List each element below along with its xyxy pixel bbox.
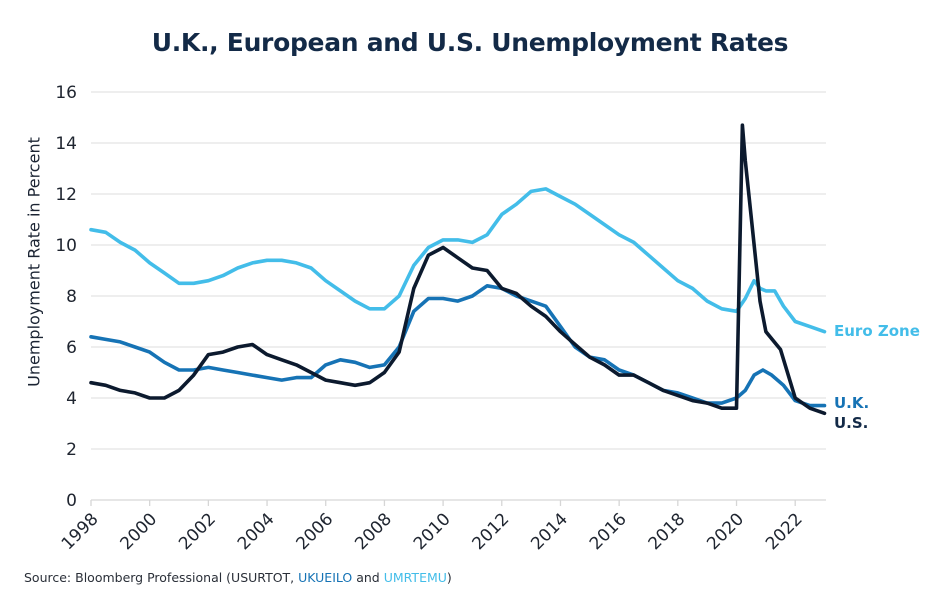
x-tick-label: 2014	[527, 509, 572, 554]
gridlines	[90, 91, 826, 506]
source-uk-code: UKUEILO	[298, 570, 353, 585]
y-tick-label: 4	[66, 389, 77, 409]
series-lines	[89, 123, 827, 416]
x-tick-label: 2006	[293, 509, 338, 554]
x-tick-label: 1998	[58, 509, 103, 554]
source-prefix: Source: Bloomberg Professional (USURTOT,	[24, 570, 299, 585]
x-tick-label: 2020	[703, 509, 748, 554]
series-line-u-k	[89, 283, 827, 408]
y-tick-labels: 0 2 4 6 8 10 12 14 16	[55, 83, 77, 511]
source-middle: and	[352, 570, 384, 585]
y-tick-label: 12	[55, 185, 77, 205]
y-tick-label: 8	[66, 287, 77, 307]
y-tick-label: 16	[55, 83, 77, 103]
x-tick-label: 2002	[175, 509, 220, 554]
y-tick-label: 6	[66, 338, 77, 358]
x-tick-label: 2012	[469, 509, 514, 554]
series-line-u-s	[89, 123, 827, 416]
x-tick-label: 2016	[586, 509, 631, 554]
x-tick-label: 2010	[410, 509, 455, 554]
y-tick-label: 2	[66, 440, 77, 460]
series-label: U.S.	[834, 414, 868, 432]
source-suffix: )	[446, 570, 452, 585]
series-line-euro-zone	[89, 187, 827, 334]
series-label: U.K.	[834, 394, 869, 412]
y-tick-label: 14	[55, 134, 77, 154]
y-tick-label: 0	[66, 491, 77, 511]
y-tick-label: 10	[55, 236, 77, 256]
series-label: Euro Zone	[834, 322, 920, 340]
series-labels: Euro Zone U.K. U.S.	[834, 322, 920, 432]
source-note: Source: Bloomberg Professional (USURTOT,…	[24, 570, 452, 585]
x-tick-label: 2000	[116, 509, 161, 554]
chart-title: U.K., European and U.S. Unemployment Rat…	[151, 28, 789, 57]
x-tick-label: 2004	[234, 509, 279, 554]
x-tick-label: 2022	[762, 509, 807, 554]
x-tick-label: 2008	[351, 509, 396, 554]
source-eu-code: UMRTEMU	[383, 570, 447, 585]
x-tick-label: 2018	[645, 509, 690, 554]
x-tick-labels: 1998 2000 2002 2004 2006 2008 2010 2012 2014 2016…	[58, 509, 807, 554]
